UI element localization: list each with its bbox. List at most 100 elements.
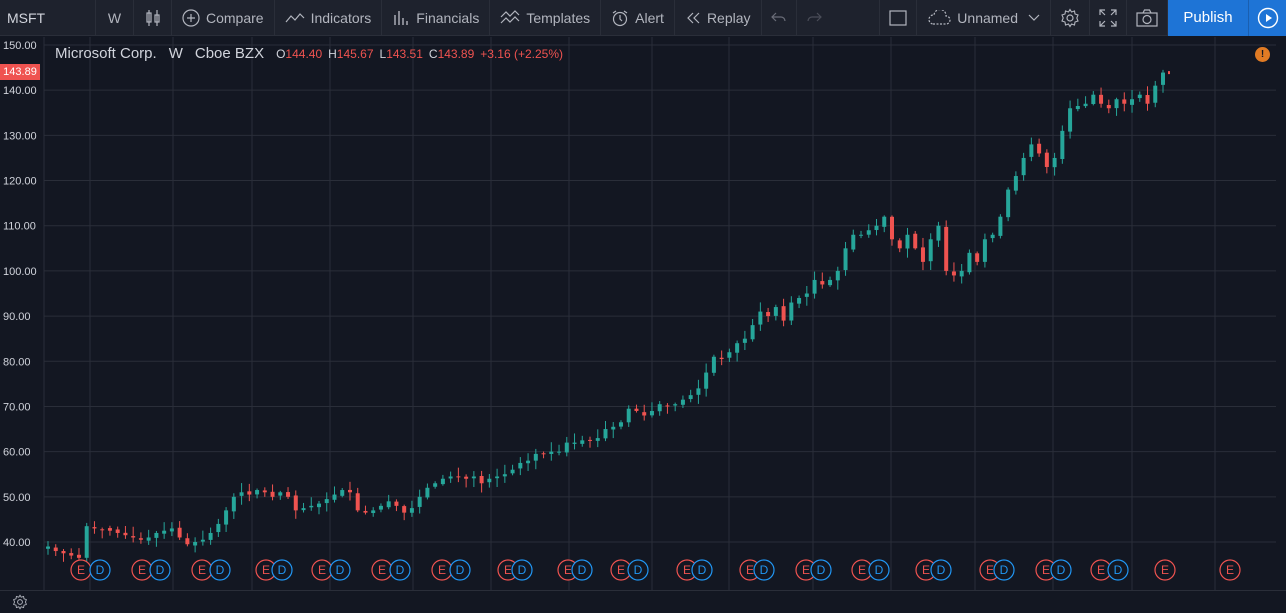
expand-icon	[1099, 8, 1117, 27]
candle-body	[417, 496, 422, 507]
legend-exchange: Cboe BZX	[194, 45, 265, 62]
chart-type-button[interactable]	[134, 0, 172, 36]
dividend-marker	[627, 559, 649, 581]
compare-button[interactable]: Compare	[172, 0, 275, 36]
dividend-marker-label: D	[518, 563, 527, 577]
candle-body	[1068, 108, 1073, 132]
templates-icon	[500, 9, 520, 23]
legend-interval: W	[168, 45, 183, 62]
candle-body	[580, 440, 585, 444]
candle-body	[138, 538, 143, 540]
candle-body	[1099, 94, 1104, 104]
candle-body	[76, 554, 81, 558]
earnings-marker-label: E	[198, 563, 206, 577]
dividend-marker	[209, 559, 231, 581]
legend-close: C143.89	[428, 47, 475, 61]
candle-body	[440, 478, 445, 485]
earnings-marker-label: E	[1097, 563, 1105, 577]
candle-body	[696, 388, 701, 395]
chart-legend: Microsoft Corp. W Cboe BZX O144.40 H145.…	[55, 45, 569, 62]
candle-body	[425, 487, 430, 498]
replay-button[interactable]: Replay	[675, 0, 762, 36]
publish-button[interactable]: Publish	[1168, 0, 1248, 36]
candle-body	[208, 532, 213, 540]
candle-body	[1137, 94, 1142, 99]
price-chart[interactable]: 150.00 140.00 130.00 120.00 110.00 100.00 90.0…	[0, 37, 1286, 593]
alert-button[interactable]: Alert	[601, 0, 675, 36]
dividend-marker	[149, 559, 171, 581]
candle-body	[603, 429, 608, 439]
candle-body	[704, 372, 709, 389]
dividend-marker	[930, 559, 952, 581]
settings-button[interactable]	[1051, 0, 1090, 36]
gear-icon[interactable]	[12, 594, 28, 610]
candle-body	[456, 476, 461, 478]
financials-button[interactable]: Financials	[382, 0, 491, 36]
play-circle-icon	[1257, 7, 1278, 28]
earnings-marker-label: E	[986, 563, 994, 577]
candle-body	[324, 499, 329, 504]
snapshot-button[interactable]	[1127, 0, 1168, 36]
play-button[interactable]	[1248, 0, 1286, 36]
earnings-marker	[1219, 559, 1241, 581]
candle-body	[557, 451, 562, 453]
candle-body	[1130, 99, 1135, 105]
candle-body	[1145, 95, 1150, 104]
candle-body	[363, 510, 368, 513]
toolbar-spacer	[831, 0, 881, 36]
candle-body	[200, 539, 205, 542]
candle-body	[402, 506, 407, 513]
candle-body	[618, 422, 623, 427]
redo-button[interactable]	[797, 0, 831, 36]
y-tick-label: 40.00	[3, 537, 31, 549]
undo-icon	[770, 12, 786, 21]
candle-body	[92, 527, 97, 529]
dividend-marker-label: D	[1000, 563, 1009, 577]
candle-body	[378, 505, 383, 510]
chart-area[interactable]: 150.00 140.00 130.00 120.00 110.00 100.00 90.0…	[0, 37, 1286, 593]
dividend-marker-label: D	[875, 563, 884, 577]
candle-body	[131, 536, 136, 538]
indicators-button[interactable]: Indicators	[275, 0, 383, 36]
candle-body	[905, 234, 910, 249]
layout-menu[interactable]: Unnamed	[917, 0, 1051, 36]
candle-body	[982, 239, 987, 262]
interval-button[interactable]: W	[96, 0, 134, 36]
legend-symbol-title[interactable]: Microsoft Corp.	[55, 45, 157, 62]
candle-body	[564, 442, 569, 453]
expand-button[interactable]	[1090, 0, 1127, 36]
candle-body	[572, 442, 577, 444]
candle-body	[84, 526, 89, 558]
symbol-search[interactable]: MSFT	[0, 0, 96, 36]
templates-button[interactable]: Templates	[490, 0, 602, 36]
dividend-marker-label: D	[698, 563, 707, 577]
financials-label: Financials	[416, 9, 480, 26]
cloud-icon	[928, 9, 951, 25]
candle-body	[773, 307, 778, 316]
undo-button[interactable]	[762, 0, 797, 36]
warning-icon[interactable]: !	[1255, 47, 1270, 62]
alert-label: Alert	[635, 9, 664, 26]
candle-body	[711, 356, 716, 373]
candle-body	[301, 508, 306, 511]
candle-body	[347, 489, 352, 493]
candles-icon	[145, 9, 160, 26]
dividend-marker	[271, 559, 293, 581]
y-tick-label: 50.00	[3, 492, 31, 504]
earnings-marker-label: E	[138, 563, 146, 577]
candle-body	[262, 490, 267, 493]
candle-body	[239, 492, 244, 496]
fullscreen-mode-button[interactable]	[880, 0, 918, 36]
y-tick-label: 150.00	[3, 40, 37, 52]
indicators-label: Indicators	[310, 9, 372, 26]
candle-body	[386, 501, 391, 508]
candle-body	[742, 338, 747, 343]
dividend-marker	[89, 559, 111, 581]
candle-body	[549, 451, 554, 454]
candle-body	[1013, 176, 1018, 191]
earnings-marker	[1154, 559, 1176, 581]
candle-body	[998, 216, 1003, 236]
earnings-marker-label: E	[438, 563, 446, 577]
candle-body	[394, 501, 399, 506]
candle-body	[518, 462, 523, 469]
